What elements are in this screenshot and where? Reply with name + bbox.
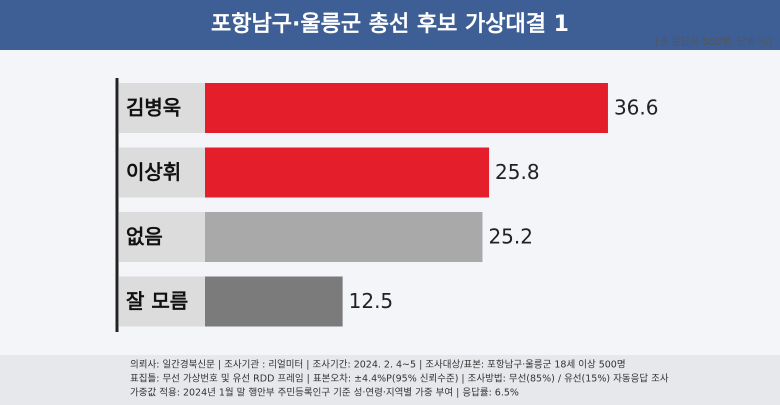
value-label: 25.8 <box>495 160 540 184</box>
bar <box>205 83 608 133</box>
chart-title: 포항남구·울릉군 총선 후보 가상대결 1 <box>211 12 569 37</box>
value-label: 12.5 <box>349 289 394 313</box>
category-label: 김병욱 <box>126 96 181 120</box>
value-label: 25.2 <box>488 225 533 249</box>
bar <box>205 147 490 198</box>
footnote: 의뢰사: 일간경북신문 | 조사기관 : 리얼미터 | 조사기간: 2024. … <box>130 359 626 371</box>
value-label: 36.6 <box>614 96 659 120</box>
category-box <box>119 83 205 133</box>
category-label: 잘 모름 <box>126 289 188 313</box>
category-box <box>119 212 205 262</box>
category-box <box>119 276 205 327</box>
bar <box>205 212 483 262</box>
category-label: 이상휘 <box>126 160 181 184</box>
header-band <box>0 0 780 50</box>
chart-subtitle: [총 응답자 500명, 단위 %] <box>655 35 772 48</box>
footer-band <box>0 355 780 405</box>
footnote: 표집틀: 무선 가상번호 및 유선 RDD 프레임 | 표본오차: ±4.4%P… <box>130 373 669 385</box>
bar <box>205 276 343 327</box>
footnote: 가중값 적용: 2024년 1월 말 행안부 주민등록인구 기준 성·연령·지역… <box>130 387 519 399</box>
category-box <box>119 147 205 198</box>
category-label: 없음 <box>126 225 163 249</box>
